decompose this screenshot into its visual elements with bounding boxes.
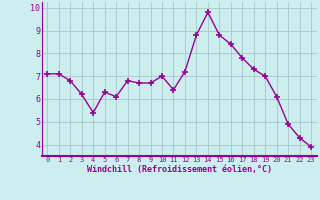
X-axis label: Windchill (Refroidissement éolien,°C): Windchill (Refroidissement éolien,°C) (87, 165, 272, 174)
